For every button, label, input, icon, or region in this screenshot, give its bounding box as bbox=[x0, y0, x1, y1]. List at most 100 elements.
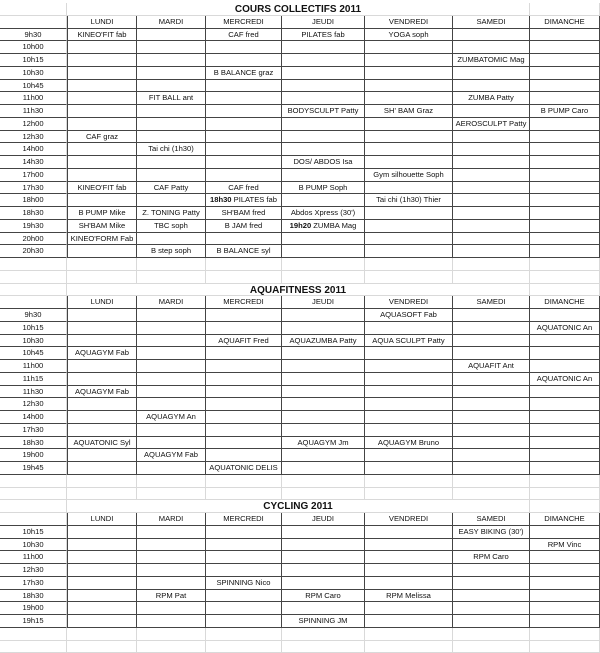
empty-cell[interactable] bbox=[137, 462, 206, 475]
empty-cell[interactable] bbox=[67, 373, 137, 386]
empty-cell[interactable] bbox=[530, 424, 600, 437]
empty-cell[interactable] bbox=[282, 411, 365, 424]
empty-cell[interactable] bbox=[0, 475, 67, 488]
empty-cell[interactable] bbox=[530, 3, 600, 16]
empty-cell[interactable] bbox=[67, 462, 137, 475]
empty-cell[interactable] bbox=[365, 220, 453, 233]
class-cell[interactable]: Gym silhouette Soph bbox=[365, 169, 453, 182]
time-cell[interactable]: 20h00 bbox=[0, 233, 67, 246]
empty-cell[interactable] bbox=[365, 424, 453, 437]
empty-cell[interactable] bbox=[365, 449, 453, 462]
time-cell[interactable]: 10h00 bbox=[0, 41, 67, 54]
time-cell[interactable]: 11h30 bbox=[0, 105, 67, 118]
empty-cell[interactable] bbox=[530, 577, 600, 590]
empty-cell[interactable] bbox=[137, 194, 206, 207]
empty-cell[interactable] bbox=[282, 347, 365, 360]
empty-cell[interactable] bbox=[453, 131, 530, 144]
empty-cell[interactable] bbox=[530, 462, 600, 475]
class-cell[interactable]: AQUAGYM Jm bbox=[282, 437, 365, 450]
empty-cell[interactable] bbox=[137, 258, 206, 271]
day-header[interactable]: DIMANCHE bbox=[530, 296, 600, 309]
empty-cell[interactable] bbox=[137, 577, 206, 590]
empty-cell[interactable] bbox=[137, 398, 206, 411]
time-cell[interactable]: 19h45 bbox=[0, 462, 67, 475]
empty-cell[interactable] bbox=[530, 156, 600, 169]
class-cell[interactable]: AQUAFIT Ant bbox=[453, 360, 530, 373]
empty-cell[interactable] bbox=[282, 641, 365, 653]
empty-cell[interactable] bbox=[206, 322, 282, 335]
empty-cell[interactable] bbox=[206, 488, 282, 501]
day-header[interactable]: MERCREDI bbox=[206, 16, 282, 29]
empty-cell[interactable] bbox=[137, 105, 206, 118]
empty-cell[interactable] bbox=[365, 118, 453, 131]
empty-cell[interactable] bbox=[67, 360, 137, 373]
empty-cell[interactable] bbox=[206, 590, 282, 603]
empty-cell[interactable] bbox=[282, 271, 365, 284]
time-cell[interactable]: 11h00 bbox=[0, 360, 67, 373]
class-cell[interactable]: RPM Caro bbox=[453, 551, 530, 564]
empty-cell[interactable] bbox=[365, 398, 453, 411]
empty-cell[interactable] bbox=[137, 551, 206, 564]
empty-cell[interactable] bbox=[206, 80, 282, 93]
empty-cell[interactable] bbox=[137, 54, 206, 67]
day-header[interactable]: SAMEDI bbox=[453, 513, 530, 526]
empty-cell[interactable] bbox=[0, 271, 67, 284]
empty-cell[interactable] bbox=[530, 641, 600, 653]
time-cell[interactable]: 11h15 bbox=[0, 373, 67, 386]
time-cell[interactable]: 17h30 bbox=[0, 182, 67, 195]
empty-cell[interactable] bbox=[530, 602, 600, 615]
empty-cell[interactable] bbox=[282, 309, 365, 322]
empty-cell[interactable] bbox=[530, 131, 600, 144]
day-header[interactable]: VENDREDI bbox=[365, 16, 453, 29]
empty-cell[interactable] bbox=[282, 551, 365, 564]
empty-cell[interactable] bbox=[453, 577, 530, 590]
empty-cell[interactable] bbox=[365, 67, 453, 80]
empty-cell[interactable] bbox=[137, 628, 206, 641]
time-cell[interactable]: 14h00 bbox=[0, 143, 67, 156]
corner-cell[interactable] bbox=[0, 16, 67, 29]
empty-cell[interactable] bbox=[137, 424, 206, 437]
corner-cell[interactable] bbox=[0, 296, 67, 309]
class-cell[interactable]: RPM Melissa bbox=[365, 590, 453, 603]
day-header[interactable]: MERCREDI bbox=[206, 513, 282, 526]
class-cell[interactable]: 18h30 PILATES fab bbox=[206, 194, 282, 207]
empty-cell[interactable] bbox=[365, 539, 453, 552]
empty-cell[interactable] bbox=[282, 462, 365, 475]
class-cell[interactable]: Tai chi (1h30) Thier bbox=[365, 194, 453, 207]
empty-cell[interactable] bbox=[282, 194, 365, 207]
empty-cell[interactable] bbox=[453, 398, 530, 411]
empty-cell[interactable] bbox=[365, 258, 453, 271]
time-cell[interactable]: 19h00 bbox=[0, 449, 67, 462]
empty-cell[interactable] bbox=[365, 207, 453, 220]
empty-cell[interactable] bbox=[282, 360, 365, 373]
empty-cell[interactable] bbox=[453, 386, 530, 399]
time-cell[interactable]: 10h45 bbox=[0, 80, 67, 93]
empty-cell[interactable] bbox=[67, 41, 137, 54]
empty-cell[interactable] bbox=[365, 373, 453, 386]
class-cell[interactable]: SH'BAM Mike bbox=[67, 220, 137, 233]
day-header[interactable]: VENDREDI bbox=[365, 513, 453, 526]
empty-cell[interactable] bbox=[365, 131, 453, 144]
empty-cell[interactable] bbox=[206, 449, 282, 462]
empty-cell[interactable] bbox=[137, 335, 206, 348]
empty-cell[interactable] bbox=[137, 131, 206, 144]
time-cell[interactable]: 14h30 bbox=[0, 156, 67, 169]
day-header[interactable]: LUNDI bbox=[67, 16, 137, 29]
empty-cell[interactable] bbox=[137, 80, 206, 93]
empty-cell[interactable] bbox=[206, 437, 282, 450]
time-cell[interactable]: 18h30 bbox=[0, 590, 67, 603]
empty-cell[interactable] bbox=[67, 411, 137, 424]
empty-cell[interactable] bbox=[282, 322, 365, 335]
empty-cell[interactable] bbox=[137, 564, 206, 577]
empty-cell[interactable] bbox=[67, 564, 137, 577]
class-cell[interactable]: KINEO'FIT fab bbox=[67, 29, 137, 42]
empty-cell[interactable] bbox=[530, 54, 600, 67]
time-cell[interactable]: 11h30 bbox=[0, 386, 67, 399]
empty-cell[interactable] bbox=[530, 488, 600, 501]
time-cell[interactable]: 10h30 bbox=[0, 539, 67, 552]
empty-cell[interactable] bbox=[453, 258, 530, 271]
empty-cell[interactable] bbox=[282, 92, 365, 105]
empty-cell[interactable] bbox=[282, 118, 365, 131]
empty-cell[interactable] bbox=[453, 322, 530, 335]
time-cell[interactable]: 20h30 bbox=[0, 245, 67, 258]
